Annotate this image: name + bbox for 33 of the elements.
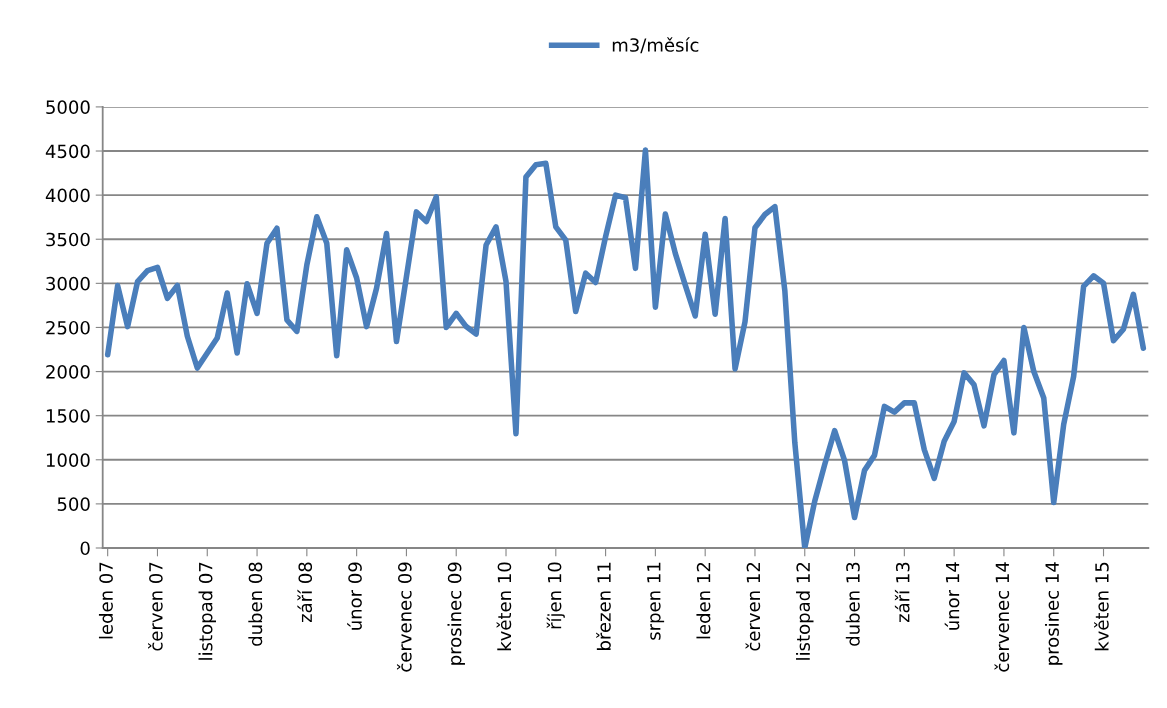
x-tick-label: listopad 07 — [198, 562, 216, 660]
x-tick-label: červenec 14 — [994, 562, 1010, 672]
x-tick-label: únor 09 — [347, 562, 362, 630]
x-tick-label: červen 12 — [745, 563, 761, 651]
x-tick-label: duben 08 — [248, 562, 263, 646]
y-tick-label: 500 — [57, 497, 90, 511]
y-tick-label: 5000 — [46, 100, 90, 115]
x-tick-label: září 08 — [297, 562, 313, 623]
y-tick-label: 3500 — [46, 232, 90, 247]
x-tick-label: duben 13 — [845, 562, 860, 646]
y-tick-label: 4500 — [45, 144, 90, 159]
x-tick-label: leden 12 — [696, 563, 711, 639]
x-tick-label: únor 14 — [944, 562, 960, 630]
x-tick-label: červenec 09 — [396, 562, 412, 672]
x-tick-label: říjen 10 — [546, 562, 565, 629]
y-tick-label: 2000 — [46, 365, 90, 379]
x-tick-label: květen 10 — [496, 562, 512, 651]
y-tick-label: 1500 — [46, 409, 90, 423]
legend-label: m3/měsíc — [612, 37, 699, 54]
y-tick-label: 3000 — [46, 276, 90, 291]
x-tick-label: červen 07 — [148, 562, 163, 651]
x-tick-label: srpen 11 — [647, 562, 665, 640]
x-tick-label: březen 11 — [596, 562, 611, 650]
x-tick-label: září 13 — [894, 562, 910, 623]
x-tick-label: prosinec 14 — [1044, 562, 1063, 665]
y-tick-label: 4000 — [45, 188, 90, 203]
x-tick-label: květen 15 — [1094, 562, 1109, 651]
y-tick-label: 1000 — [46, 453, 90, 467]
x-tick-label: listopad 12 — [796, 563, 814, 660]
y-tick-label: 0 — [80, 541, 90, 556]
x-tick-label: leden 07 — [98, 562, 113, 639]
x-tick-label: prosinec 09 — [447, 562, 465, 665]
y-tick-label: 2500 — [46, 320, 90, 335]
